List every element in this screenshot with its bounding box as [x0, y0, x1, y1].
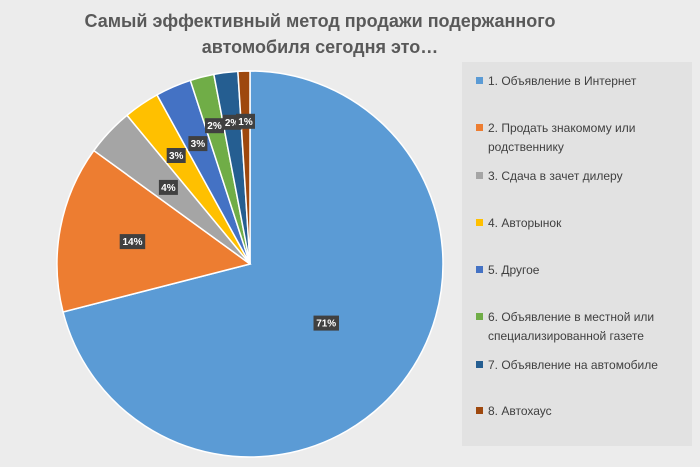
data-label-text: 3%	[169, 151, 184, 162]
legend-swatch	[476, 124, 483, 131]
legend-swatch	[476, 361, 483, 368]
data-label-text: 71%	[316, 319, 336, 330]
data-label: 4%	[158, 179, 178, 195]
legend-swatch	[476, 219, 483, 226]
data-label: 3%	[188, 136, 208, 152]
legend-item: 5. Другое	[476, 261, 686, 280]
data-label-box	[119, 234, 146, 250]
data-label-box	[205, 118, 224, 134]
legend-item: 8. Автохаус	[476, 402, 686, 421]
pie-slice	[56, 149, 252, 313]
legend-label: 3. Сдача в зачет дилеру	[488, 169, 623, 183]
legend-item: 7. Объявление на автомобиле	[476, 356, 686, 375]
legend-swatch	[476, 77, 483, 84]
data-label: 71%	[313, 315, 339, 331]
data-label-text: 4%	[161, 183, 176, 194]
pie-slice	[62, 70, 444, 458]
legend-label: 5. Другое	[488, 263, 540, 277]
data-label-text: 2%	[207, 121, 222, 132]
data-label: 1%	[236, 113, 255, 129]
legend-item: 4. Авторынок	[476, 214, 686, 233]
data-label: 14%	[119, 234, 146, 250]
legend-label: 6. Объявление в местной или специализиро…	[488, 310, 655, 343]
data-label-box	[166, 148, 186, 163]
data-label-text: 14%	[122, 237, 142, 248]
chart-legend: 1. Объявление в Интернет 2. Продать знако…	[462, 62, 692, 446]
legend-swatch	[476, 266, 483, 273]
legend-swatch	[476, 313, 483, 320]
legend-swatch	[476, 407, 483, 414]
legend-label: 1. Объявление в Интернет	[488, 74, 637, 88]
data-label-box	[313, 315, 339, 331]
legend-label: 2. Продать знакомому или родственнику	[488, 121, 636, 154]
data-label: 3%	[166, 148, 186, 163]
data-label-box	[236, 113, 255, 129]
chart-title: Самый эффективный метод продажи подержан…	[84, 11, 556, 57]
legend-item: 2. Продать знакомому или родственнику	[476, 119, 686, 157]
legend-swatch	[476, 172, 483, 179]
legend-label: 7. Объявление на автомобиле	[488, 358, 658, 372]
legend-item: 3. Сдача в зачет дилеру	[476, 167, 686, 186]
data-label-text: 1%	[238, 117, 253, 128]
legend-label: 8. Автохаус	[488, 404, 552, 418]
legend-label: 4. Авторынок	[488, 216, 562, 230]
legend-item: 1. Объявление в Интернет	[476, 72, 686, 91]
data-label: 2%	[205, 118, 224, 134]
data-label-text: 3%	[191, 139, 206, 150]
data-label-box	[158, 179, 178, 195]
data-label-text: 2%	[225, 118, 240, 129]
legend-item: 6. Объявление в местной или специализиро…	[476, 308, 686, 346]
data-label-box	[188, 136, 208, 152]
